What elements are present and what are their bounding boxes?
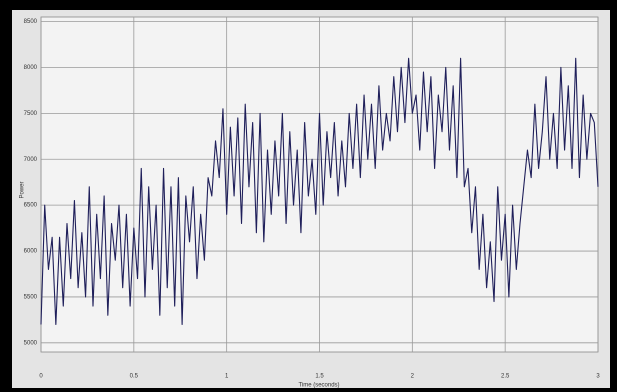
x-tick-label: 1.5 xyxy=(315,374,324,380)
y-tick-label: 7000 xyxy=(24,157,38,163)
y-tick-label: 6000 xyxy=(24,249,38,255)
x-tick-label: 0.5 xyxy=(130,374,139,380)
y-tick-label: 5000 xyxy=(24,340,38,346)
data-line xyxy=(40,57,599,326)
x-tick-label: 0 xyxy=(39,374,43,380)
y-tick-label: 6500 xyxy=(24,203,38,209)
y-tick-label: 8000 xyxy=(24,65,38,71)
y-tick-label: 7500 xyxy=(24,111,38,117)
x-tick-label: 2.5 xyxy=(501,374,510,380)
y-tick-label: 5500 xyxy=(24,295,38,301)
x-tick-label: 2 xyxy=(411,374,415,380)
x-axis-label: Time (seconds) xyxy=(298,383,339,389)
y-axis-label: Power xyxy=(20,181,26,198)
x-tick-label: 3 xyxy=(596,374,600,380)
y-tick-label: 8500 xyxy=(24,19,38,25)
x-tick-label: 1 xyxy=(225,374,229,380)
